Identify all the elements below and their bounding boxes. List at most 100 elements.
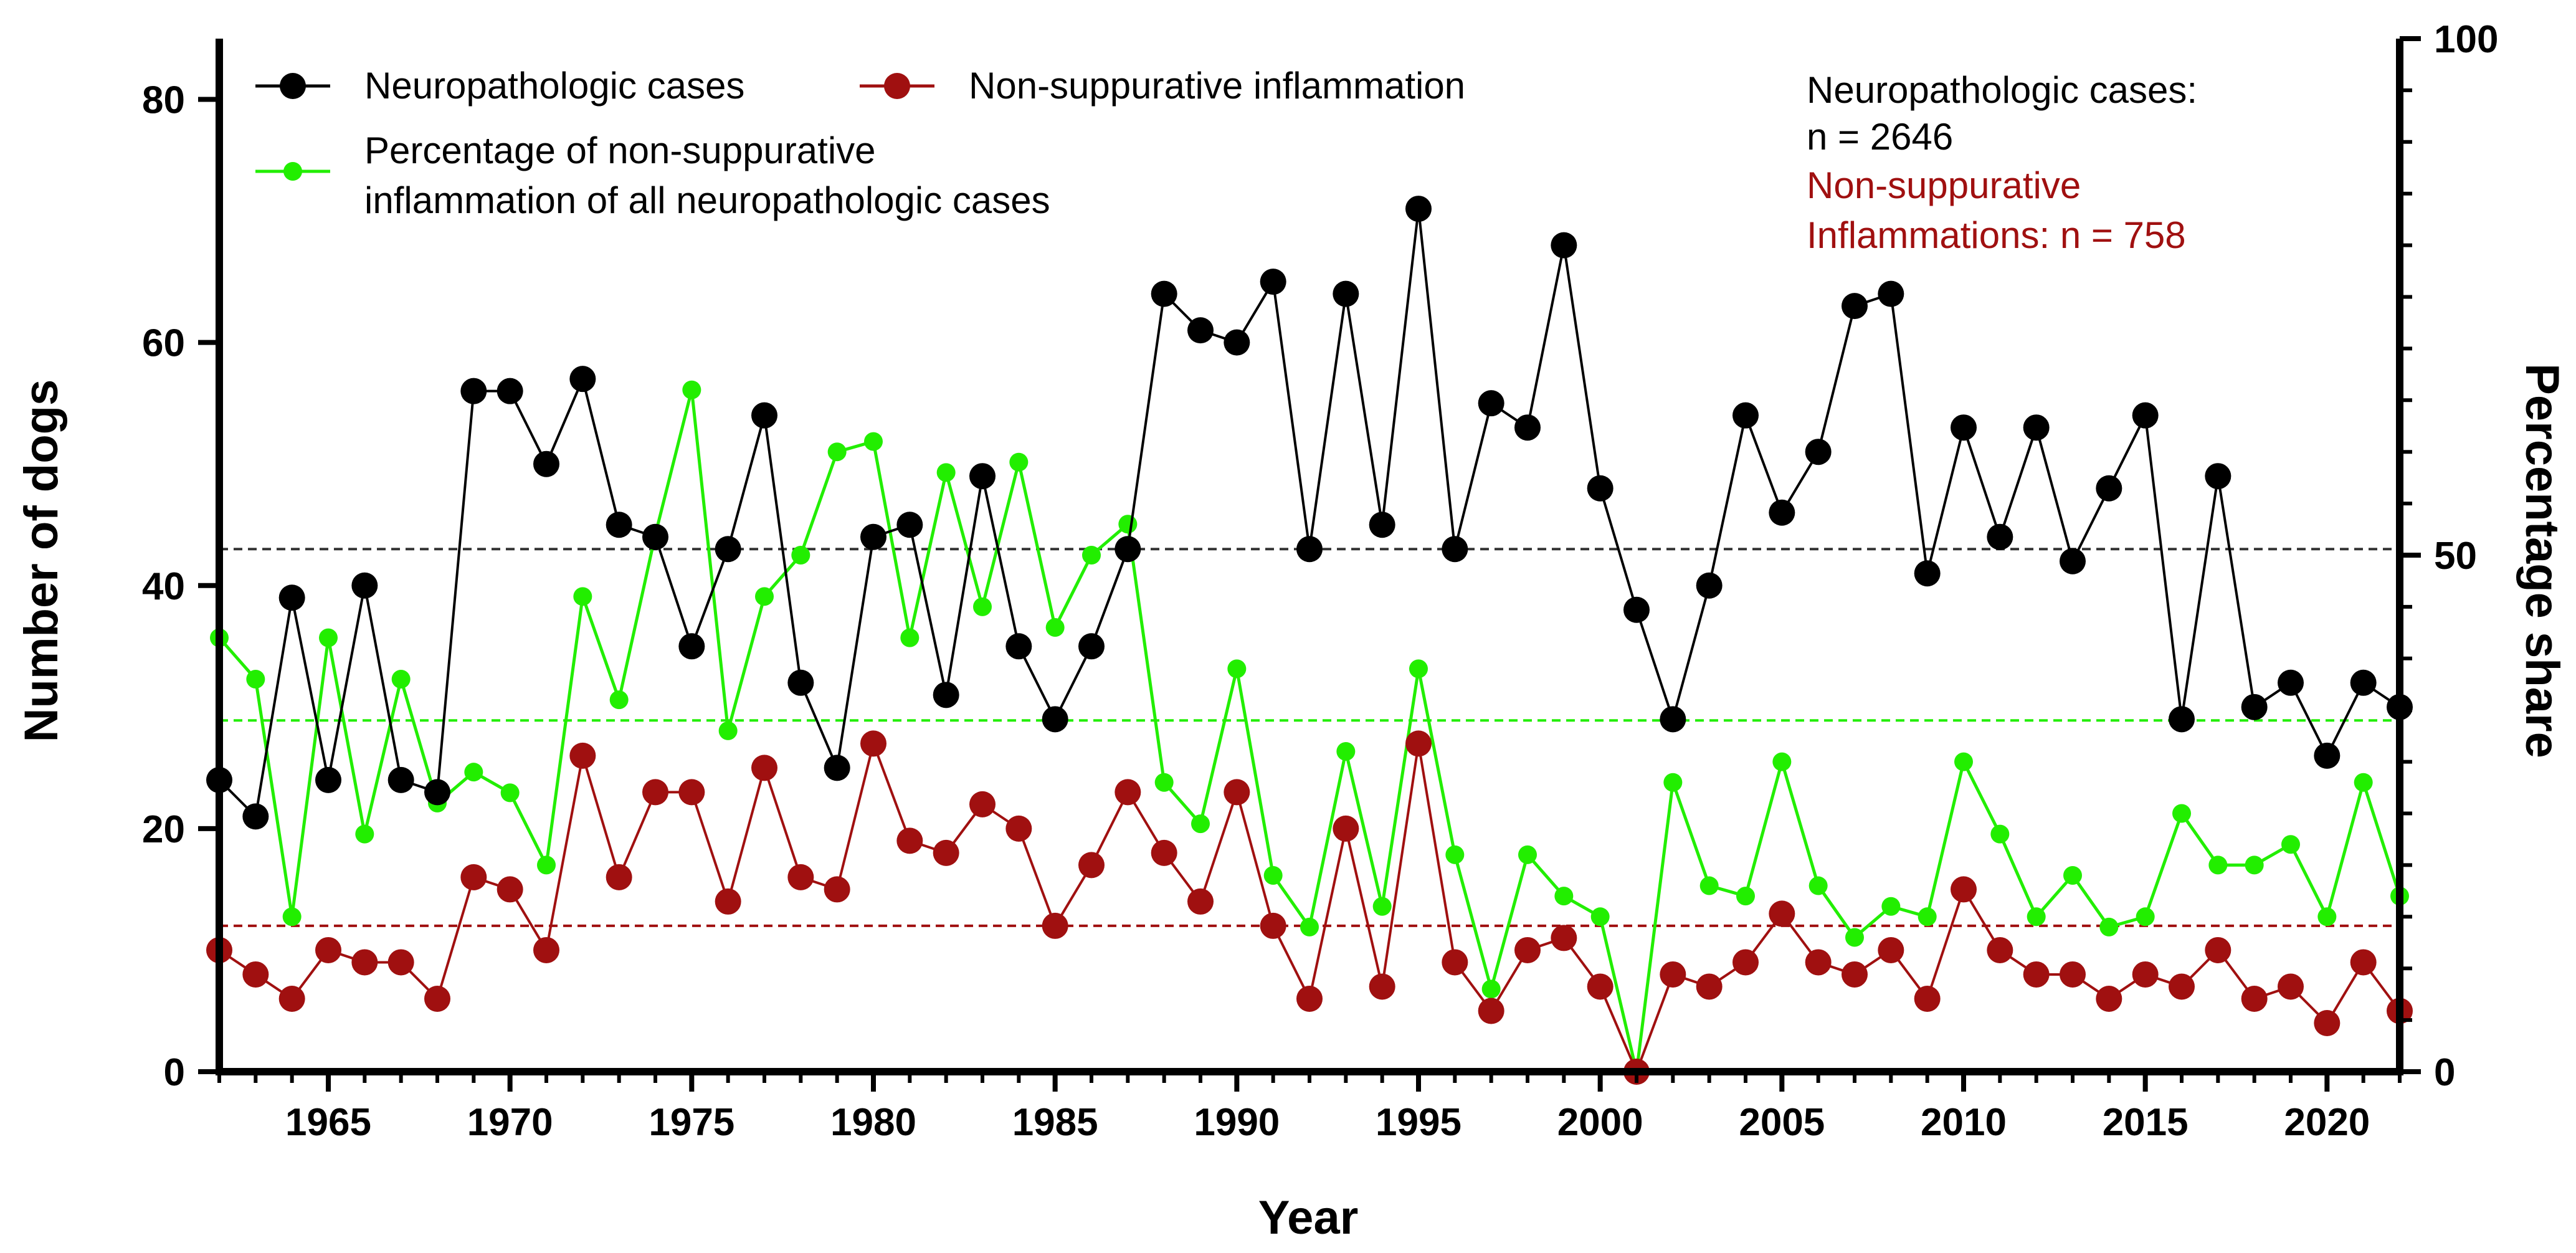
point-s2-1980	[864, 432, 883, 451]
point-s0-1991	[1260, 269, 1286, 295]
legend-label-percentage-line2: inflammation of all neuropathologic case…	[364, 179, 1050, 221]
point-s2-1991	[1263, 865, 1283, 885]
point-s1-1983	[969, 791, 996, 817]
point-s0-2009	[1914, 560, 1941, 587]
point-s1-1996	[1442, 949, 1468, 976]
left-y-axis-ticks: 0 20 40 60 80	[142, 79, 219, 1094]
point-s2-2017	[2208, 855, 2228, 875]
point-s1-2003	[1696, 973, 1723, 1000]
point-s0-2020	[2314, 742, 2341, 769]
point-s2-1965	[319, 628, 338, 647]
point-s0-1968	[424, 779, 450, 806]
point-s1-1966	[351, 949, 378, 976]
y-tick-label-60: 60	[142, 322, 185, 365]
annotation-inflam-line1: Non-suppurative	[1807, 164, 2081, 206]
point-s0-2015	[2132, 402, 2159, 429]
annotation-inflam-line2: Inflammations: n = 758	[1807, 214, 2186, 256]
point-s1-1967	[387, 949, 414, 976]
point-s0-2007	[1842, 293, 1868, 320]
point-s2-2011	[1990, 824, 2010, 844]
point-s1-1987	[1115, 779, 1141, 806]
point-s0-2001	[1623, 596, 1650, 623]
point-s0-1967	[387, 766, 414, 793]
point-s2-1973	[609, 690, 629, 710]
point-s2-2004	[1736, 887, 1755, 906]
series-2	[210, 380, 2409, 1081]
point-s2-1966	[355, 824, 374, 844]
point-s0-1987	[1115, 536, 1141, 563]
point-s0-1983	[969, 463, 996, 490]
point-s1-1981	[896, 827, 923, 854]
point-s0-2008	[1878, 280, 1904, 307]
series-1	[206, 730, 2413, 1085]
point-s2-1989	[1191, 814, 1210, 834]
point-s2-2000	[1590, 907, 1610, 927]
point-s1-2020	[2314, 1009, 2341, 1036]
point-s2-1985	[1045, 618, 1065, 637]
annotation-neuro-n: n = 2646	[1807, 116, 1953, 158]
point-s1-1975	[678, 779, 705, 806]
point-s0-1980	[860, 523, 886, 550]
point-s0-1984	[1005, 633, 1032, 660]
point-s1-2007	[1842, 961, 1868, 988]
point-s0-1985	[1042, 706, 1068, 733]
point-s0-1977	[751, 402, 777, 429]
x-tick-label-1985: 1985	[1012, 1101, 1098, 1144]
x-tick-label-1980: 1980	[830, 1101, 916, 1144]
point-s2-1996	[1445, 845, 1465, 864]
point-s0-1982	[933, 682, 959, 708]
x-tick-label-2020: 2020	[2284, 1101, 2370, 1144]
point-s2-1970	[500, 783, 520, 803]
point-s1-1982	[933, 839, 959, 866]
x-tick-label-2010: 2010	[1921, 1101, 2007, 1144]
annotation-neuro-title: Neuropathologic cases:	[1807, 69, 2197, 111]
point-s2-1983	[973, 597, 992, 616]
y-tick-label-80: 80	[142, 79, 185, 122]
point-s1-2014	[2096, 985, 2122, 1012]
y2-tick-label-100: 100	[2434, 18, 2498, 61]
point-s1-2016	[2169, 973, 2195, 1000]
point-s2-1967	[391, 669, 411, 688]
point-s0-2013	[2060, 548, 2086, 574]
point-s2-2018	[2245, 855, 2264, 875]
point-s0-1972	[569, 366, 596, 393]
point-s2-1975	[682, 380, 701, 399]
point-s0-1973	[606, 512, 632, 538]
point-s1-1972	[569, 742, 596, 769]
point-s0-1979	[824, 755, 850, 781]
x-tick-label-1975: 1975	[649, 1101, 734, 1144]
point-s1-1969	[460, 864, 487, 890]
point-s0-1997	[1478, 390, 1504, 417]
point-s2-2005	[1772, 752, 1792, 771]
point-s2-2013	[2063, 865, 2082, 885]
point-s2-1977	[755, 587, 774, 606]
sample-size-annotation: Neuropathologic cases: n = 2646 Non-supp…	[1807, 69, 2197, 256]
legend-marker-percentage	[283, 162, 302, 181]
x-tick-label-1970: 1970	[467, 1101, 553, 1144]
legend-entry-inflammation: Non-suppurative inflammation	[860, 65, 1465, 107]
point-s1-1997	[1478, 998, 1504, 1024]
point-s2-2019	[2281, 835, 2300, 854]
point-s0-2017	[2205, 463, 2231, 490]
point-s2-2010	[1954, 752, 1973, 771]
point-s2-1994	[1372, 897, 1392, 916]
point-s0-2002	[1660, 706, 1686, 733]
legend-entry-neuropathologic: Neuropathologic cases	[255, 65, 744, 107]
point-s1-1971	[533, 936, 559, 963]
point-s1-1989	[1187, 888, 1214, 915]
point-s0-2012	[2023, 414, 2050, 441]
point-s0-1965	[315, 766, 341, 793]
series-layer	[206, 196, 2413, 1085]
point-s0-2003	[1696, 572, 1723, 599]
point-s0-1996	[1442, 536, 1468, 563]
point-s2-2003	[1699, 876, 1719, 895]
point-s2-2002	[1663, 773, 1683, 792]
point-s1-2005	[1769, 900, 1795, 927]
point-s1-1985	[1042, 912, 1068, 939]
point-s0-2021	[2350, 669, 2377, 696]
point-s0-1988	[1151, 280, 1177, 307]
point-s1-1977	[751, 755, 777, 781]
point-s1-1999	[1551, 925, 1577, 951]
point-s1-1995	[1405, 730, 1432, 757]
